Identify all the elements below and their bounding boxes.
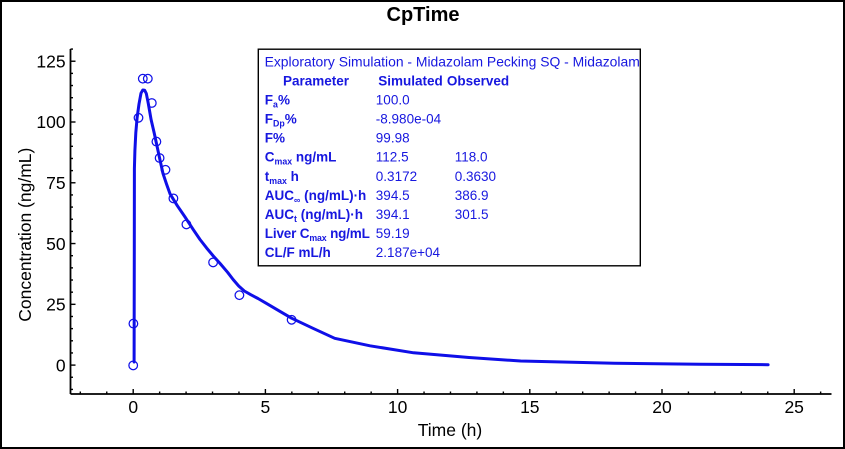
svg-text:0.3172: 0.3172: [376, 169, 417, 184]
svg-text:5: 5: [261, 397, 271, 417]
svg-text:F%: F%: [265, 131, 285, 146]
svg-text:394.1: 394.1: [376, 207, 410, 222]
svg-text:Observed: Observed: [447, 73, 509, 88]
svg-text:112.5: 112.5: [376, 150, 409, 165]
svg-text:15: 15: [520, 397, 539, 417]
svg-text:CpTime: CpTime: [387, 4, 460, 26]
svg-text:AUC∞ (ng/mL)·h: AUC∞ (ng/mL)·h: [265, 188, 367, 205]
svg-text:59.19: 59.19: [376, 226, 410, 241]
svg-text:Time (h): Time (h): [418, 420, 483, 440]
svg-text:Liver Cmax ng/mL: Liver Cmax ng/mL: [265, 226, 370, 243]
svg-text:386.9: 386.9: [455, 188, 489, 203]
svg-text:20: 20: [652, 397, 672, 417]
svg-text:0: 0: [128, 397, 138, 417]
svg-text:2.187e+04: 2.187e+04: [376, 245, 441, 260]
svg-text:10: 10: [388, 397, 408, 417]
svg-text:0.3630: 0.3630: [455, 169, 496, 184]
svg-text:0: 0: [56, 355, 66, 375]
svg-text:Simulated: Simulated: [378, 73, 443, 88]
svg-text:50: 50: [46, 234, 66, 254]
svg-text:FDp%: FDp%: [265, 112, 297, 129]
svg-text:301.5: 301.5: [455, 207, 489, 222]
svg-text:75: 75: [46, 173, 65, 193]
svg-text:125: 125: [36, 51, 65, 71]
svg-text:25: 25: [46, 295, 65, 315]
svg-text:394.5: 394.5: [376, 188, 410, 203]
svg-text:99.98: 99.98: [376, 131, 410, 146]
svg-text:Concentration (ng/mL): Concentration (ng/mL): [15, 148, 35, 322]
svg-text:Exploratory Simulation - Midaz: Exploratory Simulation - Midazolam Pecki…: [265, 53, 640, 69]
svg-text:CL/F mL/h: CL/F mL/h: [265, 245, 331, 260]
svg-text:-8.980e-04: -8.980e-04: [376, 112, 442, 127]
svg-text:100.0: 100.0: [376, 93, 410, 108]
svg-text:AUCt (ng/mL)·h: AUCt (ng/mL)·h: [265, 207, 363, 224]
svg-text:Parameter: Parameter: [283, 73, 350, 88]
svg-text:Fa%: Fa%: [265, 93, 290, 110]
svg-text:118.0: 118.0: [455, 150, 488, 165]
svg-text:25: 25: [784, 397, 803, 417]
svg-text:100: 100: [36, 112, 65, 132]
